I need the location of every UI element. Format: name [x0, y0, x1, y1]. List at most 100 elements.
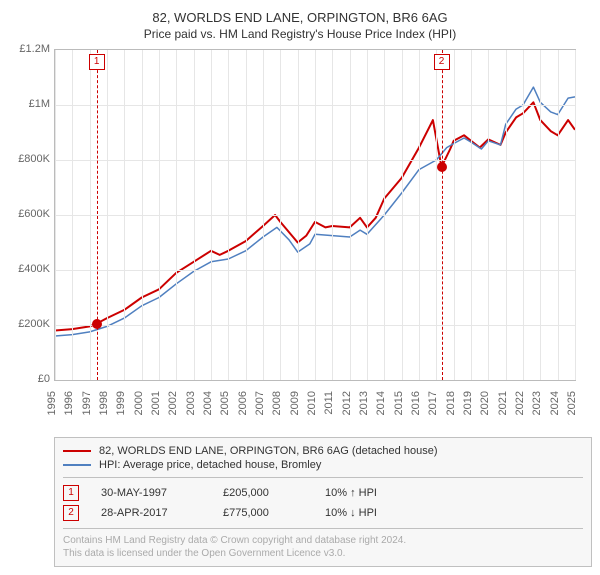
v-gridline: [124, 50, 125, 380]
x-axis: 1995199619971998199920002001200220032004…: [54, 381, 576, 431]
x-tick-label: 2020: [479, 391, 491, 415]
v-gridline: [228, 50, 229, 380]
x-tick-label: 2000: [133, 391, 145, 415]
x-tick-label: 2007: [254, 391, 266, 415]
legend-section: 82, WORLDS END LANE, ORPINGTON, BR6 6AG …: [63, 444, 583, 472]
v-gridline: [159, 50, 160, 380]
x-tick-label: 2017: [427, 391, 439, 415]
x-tick-label: 2006: [237, 391, 249, 415]
footer-line1: Contains HM Land Registry data © Crown c…: [63, 534, 583, 547]
x-tick-label: 2003: [185, 391, 197, 415]
x-tick-label: 1995: [46, 391, 58, 415]
x-tick-label: 2015: [393, 391, 405, 415]
v-gridline: [176, 50, 177, 380]
x-tick-label: 2024: [549, 391, 561, 415]
v-gridline: [454, 50, 455, 380]
x-tick-label: 2002: [167, 391, 179, 415]
v-gridline: [384, 50, 385, 380]
x-tick-label: 2022: [514, 391, 526, 415]
legend-row: HPI: Average price, detached house, Brom…: [63, 458, 583, 472]
x-tick-label: 1996: [63, 391, 75, 415]
marker-line-2: [442, 50, 443, 380]
transaction-date: 28-APR-2017: [101, 507, 201, 519]
transactions-section: 1 30-MAY-1997 £205,000 10% ↑ HPI 2 28-APR-201…: [63, 483, 583, 523]
transaction-price: £205,000: [223, 487, 303, 499]
transaction-price: £775,000: [223, 507, 303, 519]
transaction-row: 2 28-APR-2017 £775,000 10% ↓ HPI: [63, 503, 583, 523]
marker-line-1: [97, 50, 98, 380]
transaction-delta: 10% ↑ HPI: [325, 487, 377, 499]
v-gridline: [90, 50, 91, 380]
x-tick-label: 2019: [462, 391, 474, 415]
x-tick-label: 2023: [531, 391, 543, 415]
v-gridline: [263, 50, 264, 380]
legend-swatch: [63, 450, 91, 452]
transaction-date: 30-MAY-1997: [101, 487, 201, 499]
v-gridline: [436, 50, 437, 380]
x-tick-label: 1998: [98, 391, 110, 415]
v-gridline: [72, 50, 73, 380]
legend-row: 82, WORLDS END LANE, ORPINGTON, BR6 6AG …: [63, 444, 583, 458]
x-tick-label: 2014: [375, 391, 387, 415]
chart-title: 82, WORLDS END LANE, ORPINGTON, BR6 6AG: [10, 10, 590, 25]
footer-line2: This data is licensed under the Open Gov…: [63, 547, 583, 560]
x-tick-label: 2012: [341, 391, 353, 415]
v-gridline: [506, 50, 507, 380]
x-tick-label: 2009: [289, 391, 301, 415]
transaction-marker-1: 1: [63, 485, 79, 501]
x-tick-label: 2013: [358, 391, 370, 415]
v-gridline: [332, 50, 333, 380]
footer-text: Contains HM Land Registry data © Crown c…: [63, 534, 583, 560]
v-gridline: [246, 50, 247, 380]
v-gridline: [471, 50, 472, 380]
separator: [63, 477, 583, 478]
v-gridline: [558, 50, 559, 380]
v-gridline: [142, 50, 143, 380]
v-gridline: [540, 50, 541, 380]
v-gridline: [350, 50, 351, 380]
v-gridline: [488, 50, 489, 380]
legend-label: 82, WORLDS END LANE, ORPINGTON, BR6 6AG …: [99, 445, 437, 457]
y-tick-label: £200K: [18, 318, 50, 330]
v-gridline: [55, 50, 56, 380]
legend-swatch: [63, 464, 91, 466]
data-point: [92, 319, 102, 329]
transaction-marker-2: 2: [63, 505, 79, 521]
x-tick-label: 2011: [323, 391, 335, 415]
x-tick-label: 2001: [150, 391, 162, 415]
x-tick-label: 2004: [202, 391, 214, 415]
x-tick-label: 2018: [445, 391, 457, 415]
x-tick-label: 2021: [497, 391, 509, 415]
marker-box-1: 1: [89, 54, 105, 70]
y-tick-label: £0: [38, 373, 50, 385]
y-tick-label: £600K: [18, 208, 50, 220]
x-tick-label: 1999: [115, 391, 127, 415]
chart-area: £0£200K£400K£600K£800K£1M£1.2M 12: [10, 49, 590, 381]
v-gridline: [402, 50, 403, 380]
y-axis: £0£200K£400K£600K£800K£1M£1.2M: [10, 49, 54, 379]
x-tick-label: 2016: [410, 391, 422, 415]
x-tick-label: 2005: [219, 391, 231, 415]
transaction-delta: 10% ↓ HPI: [325, 507, 377, 519]
x-tick-label: 1997: [81, 391, 93, 415]
v-gridline: [419, 50, 420, 380]
v-gridline: [298, 50, 299, 380]
chart-subtitle: Price paid vs. HM Land Registry's House …: [10, 27, 590, 41]
x-tick-label: 2010: [306, 391, 318, 415]
v-gridline: [280, 50, 281, 380]
transaction-row: 1 30-MAY-1997 £205,000 10% ↑ HPI: [63, 483, 583, 503]
v-gridline: [367, 50, 368, 380]
v-gridline: [107, 50, 108, 380]
v-gridline: [315, 50, 316, 380]
y-tick-label: £1.2M: [19, 43, 50, 55]
x-tick-label: 2008: [271, 391, 283, 415]
x-tick-label: 2025: [566, 391, 578, 415]
separator: [63, 528, 583, 529]
marker-box-2: 2: [434, 54, 450, 70]
y-tick-label: £400K: [18, 263, 50, 275]
legend-label: HPI: Average price, detached house, Brom…: [99, 459, 321, 471]
data-point: [437, 162, 447, 172]
info-box: 82, WORLDS END LANE, ORPINGTON, BR6 6AG …: [54, 437, 592, 567]
plot-area: 12: [54, 49, 576, 381]
v-gridline: [575, 50, 576, 380]
